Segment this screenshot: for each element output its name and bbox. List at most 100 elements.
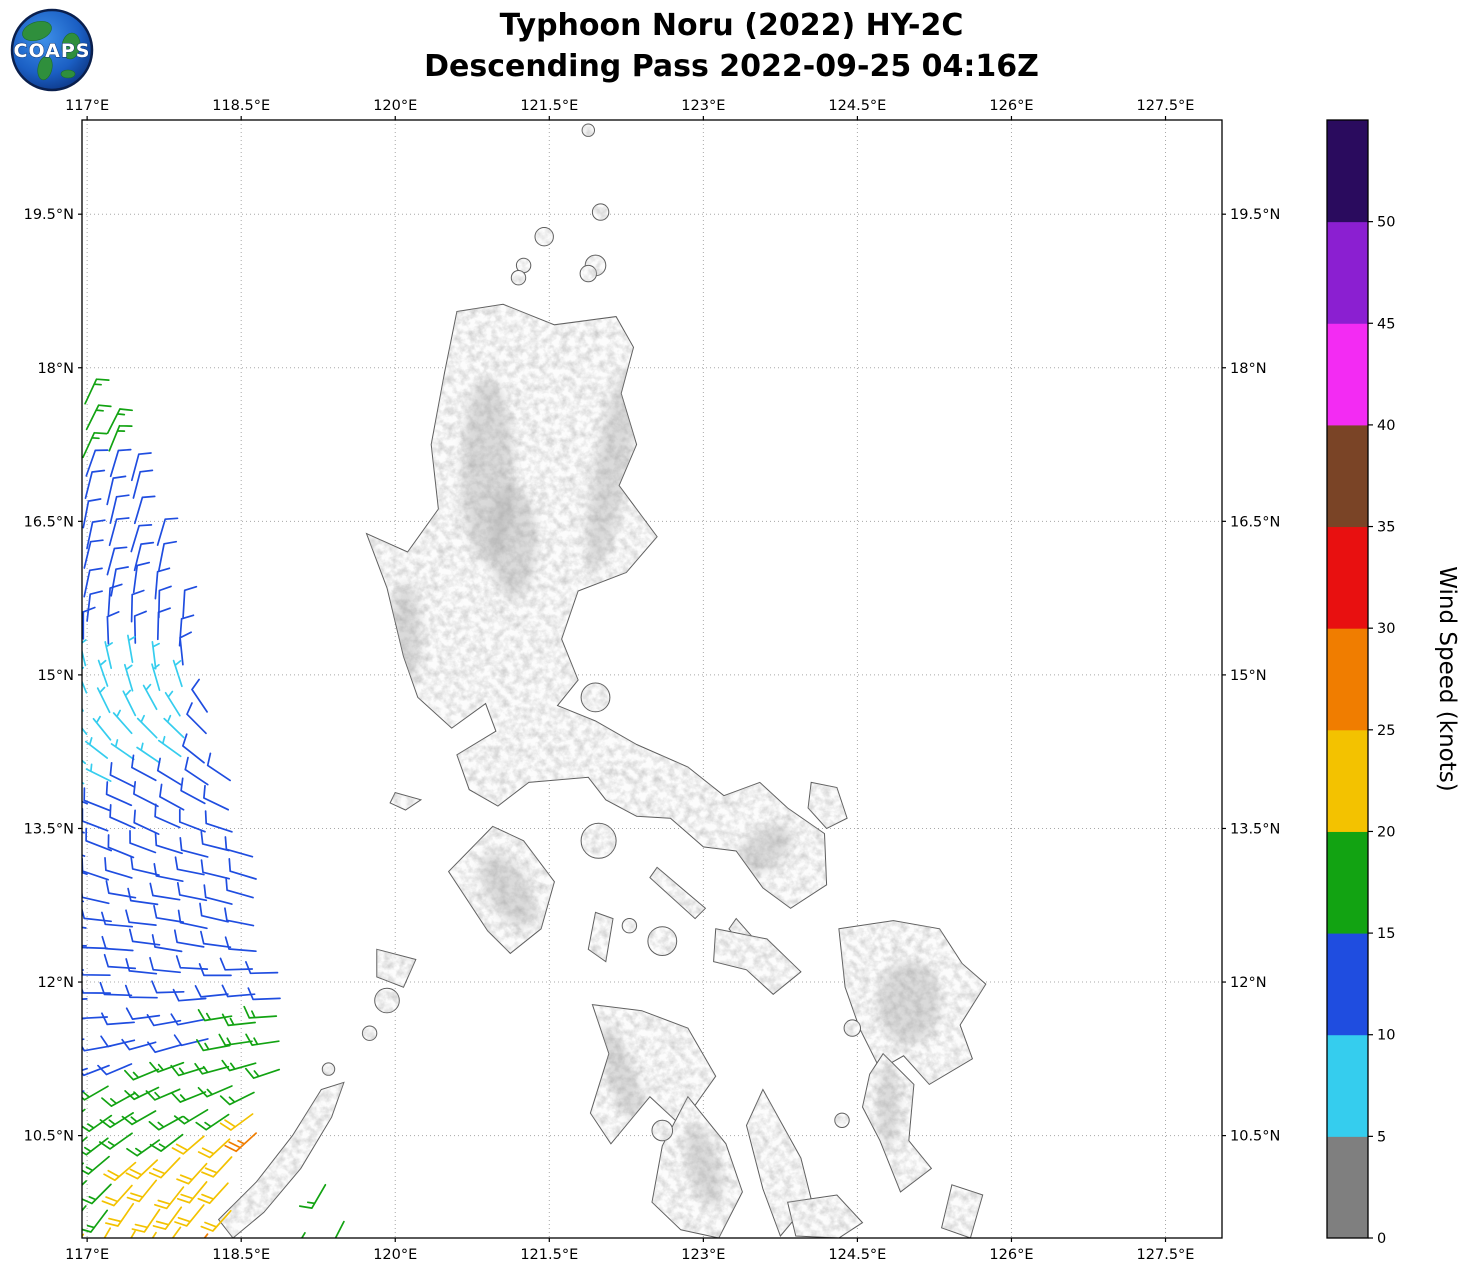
wind-barb: [178, 808, 206, 833]
y-tick-label-left: 19.5°N: [24, 207, 74, 223]
wind-barb: [198, 963, 232, 977]
wind-barb: [125, 909, 157, 926]
wind-barb: [82, 969, 84, 971]
wind-barb: [172, 659, 183, 688]
x-tick-label-top: 121.5°E: [520, 98, 578, 114]
wind-barb: [132, 469, 154, 499]
wind-barb: [178, 614, 195, 647]
wind-barb: [129, 829, 157, 854]
wind-barb: [218, 1033, 253, 1047]
wind-barb: [197, 1085, 233, 1098]
wind-barb: [130, 855, 160, 876]
wind-barb: [132, 561, 151, 594]
y-tick-label-left: 10.5°N: [24, 1129, 74, 1145]
wind-barb: [96, 686, 111, 714]
wind-barb: [174, 856, 205, 876]
wind-barb: [149, 1061, 185, 1073]
wind-barb: [122, 689, 137, 717]
wind-barb: [126, 1139, 161, 1157]
wind-barb: [200, 859, 231, 880]
x-tick-label-bottom: 126°E: [989, 1247, 1033, 1263]
wind-barb: [228, 858, 257, 880]
wind-barb: [105, 880, 137, 899]
wind-barb: [157, 735, 182, 758]
x-tick-label-top: 118.5°E: [212, 98, 270, 114]
axis-labels: 117°E 117°E 118.5°E 118.5°E 120°E 120°E 121.5°…: [24, 98, 1281, 1263]
wind-barb: [179, 837, 209, 858]
wind-barb: [125, 1159, 159, 1180]
wind-barb: [224, 836, 254, 858]
wind-barb: [196, 1039, 231, 1052]
wind-barb: [103, 1161, 137, 1182]
wind-barb: [170, 1013, 206, 1026]
wind-barb: [82, 1136, 88, 1143]
wind-barb: [121, 1110, 157, 1126]
wind-barb: [200, 830, 230, 852]
wind-barb: [128, 928, 161, 946]
axis-ticks: [78, 116, 1226, 1242]
wind-barb: [82, 498, 102, 529]
colorbar-segment: [1327, 933, 1368, 1036]
wind-barb: [82, 1090, 85, 1093]
wind-barb: [149, 882, 181, 901]
x-tick-label-bottom: 127.5°E: [1137, 1247, 1195, 1263]
wind-barb: [124, 1068, 160, 1081]
colorbar-tick-label: 30: [1377, 621, 1395, 637]
colorbar-frame: [1326, 119, 1369, 1239]
wind-barb: [82, 888, 110, 905]
x-tick-label-bottom: 120°E: [373, 1247, 417, 1263]
coastline-land: [217, 123, 987, 1238]
wind-barb: [109, 804, 136, 829]
wind-barb: [107, 583, 123, 616]
y-tick-label-left: 12°N: [37, 975, 74, 991]
wind-barb: [174, 1204, 205, 1227]
wind-barb: [130, 524, 153, 553]
colorbar-segment: [1327, 323, 1368, 426]
wind-barb: [82, 900, 85, 903]
wind-barb: [154, 803, 181, 829]
x-tick-label-top: 126°E: [989, 98, 1033, 114]
wind-barb: [173, 1034, 209, 1047]
y-tick-label-left: 15°N: [37, 668, 74, 684]
wind-barb: [106, 611, 120, 645]
wind-barb: [221, 1059, 257, 1072]
wind-barb: [149, 1133, 184, 1152]
wind-barb: [131, 754, 157, 782]
colorbar-tick-label: 40: [1377, 418, 1395, 434]
wind-barb: [82, 987, 112, 994]
wind-barb: [176, 1162, 208, 1185]
wind-barb: [131, 1208, 161, 1233]
wind-barb: [130, 452, 152, 482]
wind-barb: [203, 884, 233, 905]
wind-barb: [164, 690, 181, 717]
colorbar-tick-label: 0: [1377, 1231, 1386, 1247]
terrain-ridges: [390, 368, 940, 1207]
wind-barb: [101, 1092, 136, 1107]
x-tick-label-top: 117°E: [65, 98, 109, 114]
wind-barb: [334, 1220, 345, 1238]
wind-barb: [85, 449, 109, 477]
wind-barb: [197, 1009, 233, 1022]
wind-barb: [243, 1005, 278, 1019]
y-tick-label-left: 18°N: [37, 361, 74, 377]
wind-barb: [151, 1231, 157, 1238]
wind-barb: [151, 663, 161, 692]
wind-barb: [147, 1041, 183, 1054]
x-tick-label-top: 124.5°E: [828, 98, 886, 114]
colorbar-segment: [1327, 1034, 1368, 1137]
wind-barb: [110, 739, 135, 761]
wind-barb: [182, 585, 198, 619]
wind-barb: [154, 832, 183, 855]
wind-barb: [245, 1033, 280, 1046]
wind-barb: [121, 1038, 157, 1051]
wind-barb: [154, 567, 171, 600]
wind-barb: [157, 585, 172, 619]
wind-barb: [219, 1091, 255, 1106]
wind-barb: [125, 1007, 161, 1020]
wind-barb: [107, 834, 135, 859]
wind-barb: [82, 906, 112, 923]
wind-barb: [99, 1112, 134, 1129]
wind-barb: [109, 448, 132, 478]
wind-barb: [82, 1067, 88, 1072]
